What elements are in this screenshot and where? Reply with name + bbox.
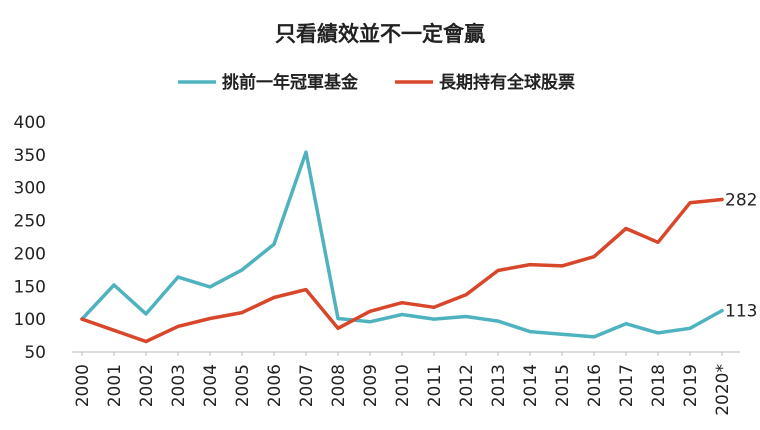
series-0-point xyxy=(464,314,468,319)
y-tick-label: 250 xyxy=(14,212,46,232)
series-line-1 xyxy=(80,197,724,344)
series-1-point xyxy=(208,316,212,321)
series-1-point xyxy=(176,324,180,328)
x-tick-label: 2016 xyxy=(585,364,605,407)
series-1-point xyxy=(624,226,628,231)
x-tick-label: 2013 xyxy=(489,364,509,407)
series-0-point xyxy=(656,331,660,335)
series-1-point xyxy=(304,288,308,292)
series-0-point xyxy=(496,319,500,323)
series-1-point xyxy=(560,264,564,268)
series-0-point xyxy=(432,317,436,321)
series-0-end-label: 113 xyxy=(725,302,757,322)
x-tick-label: 2004 xyxy=(201,364,221,407)
series-0-point xyxy=(592,335,596,339)
chart-title: 只看績效並不一定會贏 xyxy=(275,22,485,46)
series-1-point xyxy=(368,309,372,313)
series-0-point xyxy=(272,242,276,246)
x-tick-label: 2001 xyxy=(105,364,125,407)
y-tick-label: 300 xyxy=(14,179,46,199)
x-tick-label: 2007 xyxy=(297,364,317,407)
x-tick-label: 2010 xyxy=(393,364,413,407)
series-1-end-label: 282 xyxy=(725,191,757,211)
y-axis: 50 100 150 200 250 300 350 400 xyxy=(14,113,46,363)
series-0-point xyxy=(304,150,308,154)
y-tick-label: 50 xyxy=(24,343,46,363)
series-0-point xyxy=(560,332,564,336)
y-tick-label: 350 xyxy=(14,146,46,166)
series-0-point xyxy=(720,309,724,313)
x-tick-label: 2020* xyxy=(713,364,733,416)
x-tick-label: 2018 xyxy=(649,364,669,407)
plot-lines xyxy=(80,150,724,344)
x-tick-label: 2017 xyxy=(617,364,637,407)
y-tick-label: 150 xyxy=(14,277,46,297)
series-1-point xyxy=(432,305,436,309)
y-tick-label: 100 xyxy=(14,310,46,330)
series-0-point xyxy=(240,268,244,272)
series-1-point xyxy=(400,301,404,305)
series-1-point xyxy=(496,268,500,273)
x-tick-label: 2011 xyxy=(425,364,445,407)
x-tick-label: 2000 xyxy=(73,364,93,407)
series-1-point xyxy=(688,201,692,205)
series-0-point xyxy=(144,312,148,316)
series-1-point xyxy=(80,317,84,321)
y-tick-label: 400 xyxy=(14,113,46,133)
x-tick-label: 2015 xyxy=(553,364,573,407)
series-0-point xyxy=(112,283,116,287)
x-tick-label: 2019 xyxy=(681,364,701,407)
series-0-point xyxy=(176,275,180,279)
x-tick-label: 2012 xyxy=(457,364,477,407)
y-tick-label: 200 xyxy=(14,244,46,264)
x-tick-label: 2002 xyxy=(137,364,157,407)
series-0-point xyxy=(336,316,340,321)
series-1-point xyxy=(592,255,596,259)
legend-label-champion-fund: 挑前一年冠軍基金 xyxy=(222,72,359,93)
x-tick-label: 2005 xyxy=(233,364,253,407)
series-1-point xyxy=(720,197,724,202)
series-1-point xyxy=(272,295,276,300)
x-tick-label: 2009 xyxy=(361,364,381,407)
series-0-point xyxy=(208,285,212,289)
x-tick-label: 2006 xyxy=(265,364,285,407)
series-1-point xyxy=(112,328,116,332)
series-1-point xyxy=(240,311,244,315)
end-labels: 113 282 xyxy=(725,191,757,322)
series-1-point xyxy=(464,293,468,297)
x-tick-label: 2008 xyxy=(329,364,349,407)
series-line-0 xyxy=(80,150,724,339)
x-tick-label: 2003 xyxy=(169,364,189,407)
series-1-point xyxy=(656,240,660,244)
legend: 挑前一年冠軍基金 長期持有全球股票 xyxy=(178,72,575,93)
series-1-point xyxy=(336,326,340,330)
series-0-point xyxy=(528,330,532,334)
series-1-point xyxy=(144,339,148,344)
x-axis: 2000 2001 2002 2003 2004 2005 2006 2007 2008 2009… xyxy=(72,351,740,416)
x-tick-label: 2014 xyxy=(521,364,541,407)
legend-label-global-stocks: 長期持有全球股票 xyxy=(439,72,575,93)
series-1-point xyxy=(528,263,532,267)
series-0-point xyxy=(400,312,404,317)
series-0-point xyxy=(688,326,692,330)
series-0-point xyxy=(368,320,372,324)
series-0-point xyxy=(624,322,628,326)
